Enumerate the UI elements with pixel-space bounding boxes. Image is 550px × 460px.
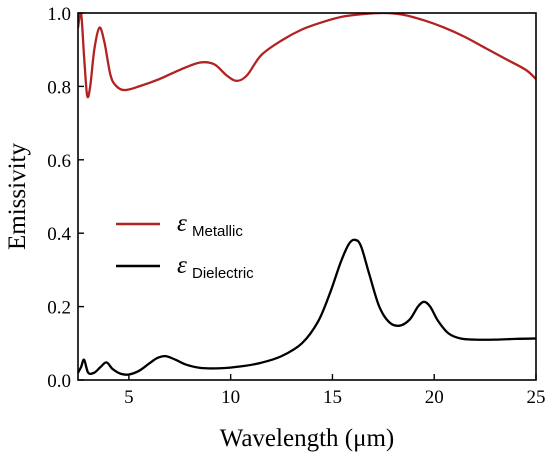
y-tick-label: 0.6 (47, 151, 71, 172)
plot-frame (77, 12, 537, 381)
x-tick-label: 15 (323, 387, 342, 408)
y-tick-label: 1.0 (47, 4, 71, 25)
x-tick-label: 5 (124, 387, 134, 408)
y-axis-title: Emissivity (4, 143, 31, 250)
series-layer (78, 13, 536, 376)
x-axis-title: Wavelength (μm) (220, 425, 395, 452)
y-tick-label: 0.8 (47, 77, 71, 98)
legend-symbol-dielectric: ε (177, 252, 187, 279)
x-tick-label: 25 (527, 387, 546, 408)
series-line-metallic (78, 13, 536, 99)
y-tick-label: 0.0 (47, 371, 71, 392)
x-tick-label: 10 (221, 387, 240, 408)
series-line-dielectric (78, 238, 536, 376)
x-tick-label: 20 (425, 387, 444, 408)
axis-layer: 5 10 15 20 25 0.0 0.2 0.4 0.6 0.8 1.0 (47, 4, 545, 408)
y-tick-label: 0.4 (47, 224, 71, 245)
legend-subscript-dielectric: Dielectric (192, 265, 254, 282)
y-tick-label: 0.2 (47, 298, 71, 319)
legend-item-metallic: ε Metallic (116, 210, 243, 240)
legend-item-dielectric: ε Dielectric (116, 252, 254, 282)
legend: ε Metallic ε Dielectric (116, 210, 254, 282)
legend-subscript-metallic: Metallic (192, 223, 243, 240)
legend-symbol-metallic: ε (177, 210, 187, 237)
